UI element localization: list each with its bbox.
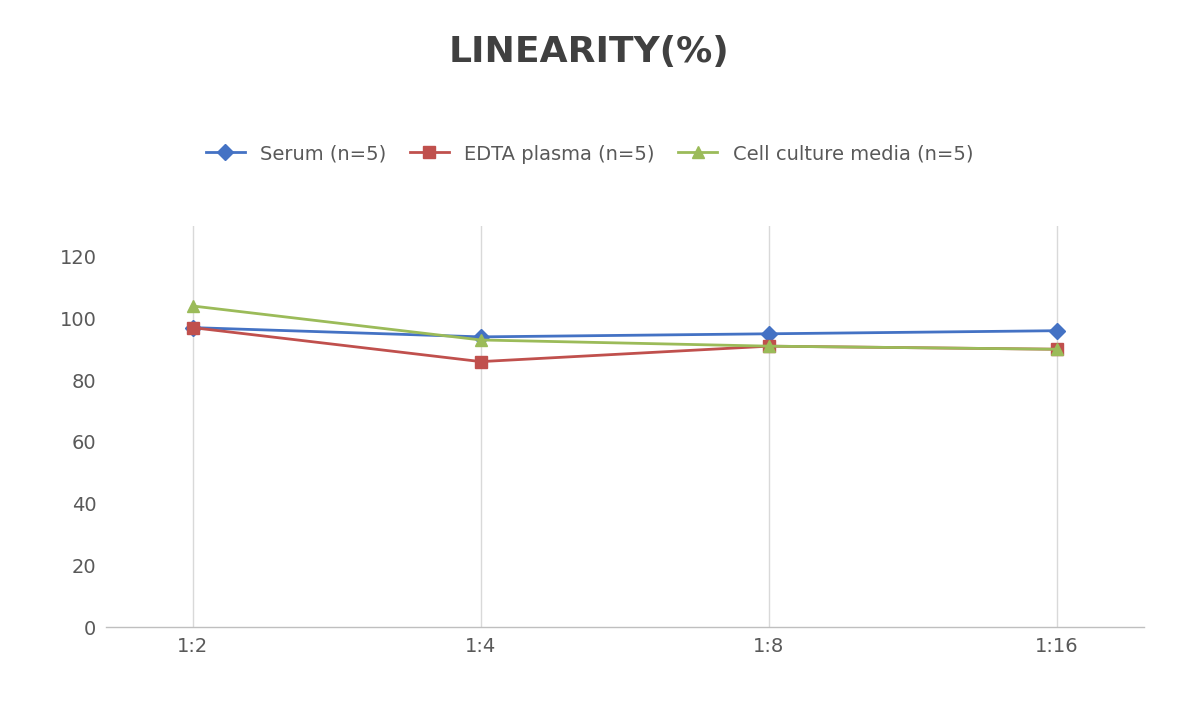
Text: LINEARITY(%): LINEARITY(%) [449,35,730,69]
Line: EDTA plasma (n=5): EDTA plasma (n=5) [187,322,1062,367]
Cell culture media (n=5) [762,342,776,350]
Line: Serum (n=5): Serum (n=5) [187,322,1062,343]
Cell culture media (n=5) [185,302,199,310]
Serum (n=5) [474,333,488,341]
Cell culture media (n=5) [1050,345,1065,353]
Serum (n=5) [762,329,776,338]
Line: Cell culture media (n=5): Cell culture media (n=5) [187,300,1062,355]
EDTA plasma (n=5) [762,342,776,350]
EDTA plasma (n=5) [1050,345,1065,353]
EDTA plasma (n=5) [474,357,488,366]
EDTA plasma (n=5) [185,324,199,332]
Cell culture media (n=5) [474,336,488,344]
Serum (n=5) [185,324,199,332]
Legend: Serum (n=5), EDTA plasma (n=5), Cell culture media (n=5): Serum (n=5), EDTA plasma (n=5), Cell cul… [198,137,981,171]
Serum (n=5) [1050,326,1065,335]
